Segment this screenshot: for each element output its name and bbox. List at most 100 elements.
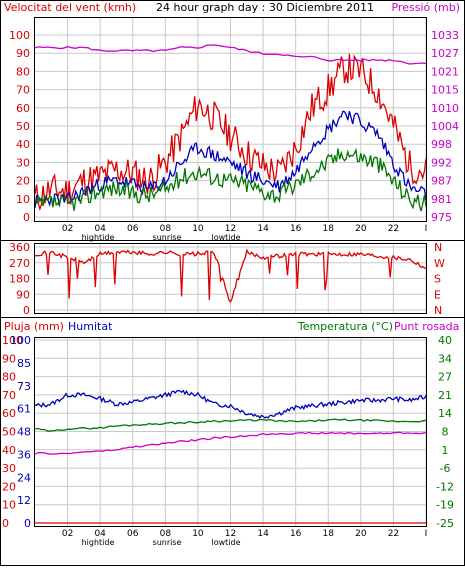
middle-panel-frame (34, 243, 427, 314)
dewpoint-label: Punt rosada (394, 320, 459, 333)
direction-tick-label: 360 (9, 241, 30, 254)
temperature-axis: 40 34 27 21 14 8 1 -6 -12 -19 -25 (436, 334, 454, 530)
humidity-axis: 100 85 73 61 48 36 24 12 0 (10, 334, 31, 530)
bottom-tide-label-hightide: hightide (82, 538, 115, 547)
hour-tick-label: 16 (290, 224, 302, 234)
bottom-panel-grid (35, 337, 427, 526)
humidity-tick-label: 0 (24, 517, 31, 530)
wind-tick-label: 100 (9, 29, 30, 42)
pressure-tick-label: 1033 (431, 29, 459, 42)
compass-tick-label: E (434, 288, 441, 301)
rain-tick-label: 10 (2, 499, 16, 512)
temperature-tick-label: 40 (438, 334, 452, 347)
chart-title: 24 hour graph day : 30 Diciembre 2011 (156, 1, 374, 14)
hour-tick-label: I (425, 529, 428, 539)
rain-tick-label: 0 (2, 517, 9, 530)
pressure-tick-label: 998 (431, 138, 452, 151)
top-tide-label-hightide: hightide (82, 233, 115, 242)
hour-tick-label: 06 (127, 529, 139, 539)
hour-tick-label: 18 (323, 224, 335, 234)
top-tide-label-lowtide: lowtide (211, 233, 240, 242)
humidity-tick-label: 85 (17, 357, 31, 370)
temperature-tick-label: -25 (436, 517, 454, 530)
top-panel-hour-labels: 02 04 06 08 10 12 14 16 18 20 22 I (62, 224, 427, 234)
compass-tick-label: S (434, 273, 441, 286)
pressure-line (34, 44, 427, 65)
hour-tick-label: 20 (355, 224, 367, 234)
direction-series (34, 248, 427, 303)
dewpoint-line (34, 431, 427, 455)
bottom-tide-label-sunrise: sunrise (153, 538, 182, 547)
pressure-tick-label: 987 (431, 175, 452, 188)
pressure-tick-label: 1021 (431, 65, 459, 78)
pressure-tick-label: 1015 (431, 84, 459, 97)
hour-tick-label: 02 (62, 529, 73, 539)
bottom-panel-frame (34, 337, 427, 527)
hour-tick-label: 10 (192, 224, 204, 234)
wind-tick-label: 20 (16, 175, 30, 188)
hour-tick-label: 16 (290, 529, 302, 539)
pressure-tick-label: 992 (431, 156, 452, 169)
rain-tick-label: 70 (2, 389, 16, 402)
humidity-tick-label: 48 (17, 426, 31, 439)
hour-tick-label: 08 (160, 529, 172, 539)
hour-tick-label: I (425, 224, 428, 234)
pressure-axis: 1033 1027 1021 1015 1010 1004 998 992 987 981 975 (431, 29, 459, 224)
wind-tick-label: 60 (16, 102, 30, 115)
hour-tick-label: 02 (62, 224, 73, 234)
temperature-tick-label: 27 (438, 371, 452, 384)
bottom-panel-series (34, 389, 427, 524)
humidity-label: Humitat (68, 320, 113, 333)
temperature-tick-label: 8 (442, 426, 449, 439)
top-panel-series (34, 44, 427, 212)
wind-line-green (34, 147, 427, 212)
rain-tick-label: 50 (2, 426, 16, 439)
wind-tick-label: 90 (16, 47, 30, 60)
bottom-panel-hour-labels: 02 04 06 08 10 12 14 16 18 20 22 I (62, 529, 427, 539)
hour-tick-label: 10 (192, 529, 204, 539)
hour-tick-label: 20 (355, 529, 367, 539)
humidity-tick-label: 36 (17, 448, 31, 461)
temperature-tick-label: 21 (438, 389, 452, 402)
temperature-tick-label: -6 (440, 462, 451, 475)
pressure-label: Pressió (mb) (391, 1, 460, 14)
direction-line (34, 248, 427, 303)
rain-tick-label: 90 (2, 352, 16, 365)
hour-tick-label: 12 (225, 224, 236, 234)
wind-tick-label: 10 (16, 193, 30, 206)
rain-label: Pluja (mm) (4, 320, 64, 333)
temperature-tick-label: 1 (442, 444, 449, 457)
wind-tick-label: 80 (16, 65, 30, 78)
pressure-tick-label: 1027 (431, 47, 459, 60)
wind-tick-label: 70 (16, 84, 30, 97)
humidity-tick-label: 73 (17, 380, 31, 393)
humidity-tick-label: 61 (17, 403, 31, 416)
rain-tick-label: 30 (2, 462, 16, 475)
compass-tick-label: N (434, 304, 442, 317)
rain-tick-label: 80 (2, 371, 16, 384)
hour-tick-label: 14 (257, 224, 269, 234)
hour-tick-label: 04 (94, 529, 106, 539)
hour-tick-label: 04 (94, 224, 106, 234)
hour-tick-label: 14 (257, 529, 269, 539)
wind-line-red (34, 53, 427, 212)
compass-tick-label: N (434, 241, 442, 254)
direction-tick-label: 90 (16, 288, 30, 301)
hour-tick-label: 06 (127, 224, 139, 234)
pressure-tick-label: 1010 (431, 102, 459, 115)
pressure-tick-label: 1004 (431, 120, 459, 133)
wind-tick-label: 0 (23, 211, 30, 224)
rain-tick-label: 60 (2, 407, 16, 420)
temperature-tick-label: 14 (438, 407, 452, 420)
temperature-tick-label: -19 (436, 499, 454, 512)
hour-tick-label: 18 (323, 529, 335, 539)
temperature-tick-label: 34 (438, 352, 452, 365)
humidity-tick-label: 100 (10, 334, 31, 347)
direction-tick-label: 180 (9, 273, 30, 286)
